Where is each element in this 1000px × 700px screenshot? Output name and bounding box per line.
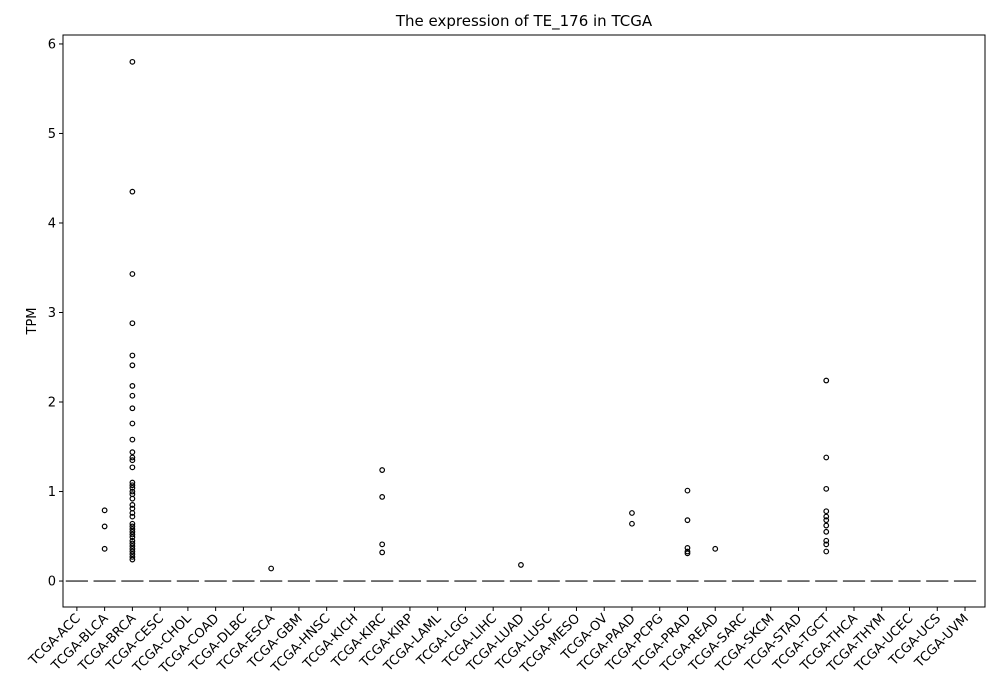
outlier-point-2-3 [129,320,136,327]
outlier-point-27-5 [823,517,830,524]
outlier-point-22-3 [684,548,691,555]
outlier-point-27-7 [823,528,830,535]
y-tick-label-1: 1 [48,485,56,500]
outlier-point-2-8 [129,405,136,412]
outlier-point-1-0 [101,507,108,514]
outlier-point-2-38 [129,556,136,563]
outlier-point-2-31 [129,537,136,544]
plot-frame [62,34,986,608]
outlier-point-2-14 [129,464,136,471]
outlier-point-2-1 [129,188,136,195]
outlier-point-2-26 [129,523,136,530]
outlier-point-2-0 [129,58,136,65]
outlier-point-20-1 [629,520,635,527]
outlier-point-22-4 [684,550,691,557]
y-tick-label-2: 2 [48,396,56,411]
outlier-point-2-24 [129,513,136,520]
outlier-point-27-4 [823,513,830,520]
outlier-point-2-2 [129,271,136,277]
outlier-point-2-21 [129,502,136,508]
outlier-point-11-0 [379,467,386,473]
outlier-point-20-0 [629,510,635,516]
outlier-point-11-1 [379,493,386,500]
outlier-point-2-4 [129,352,136,359]
outlier-point-2-17 [129,485,136,491]
y-tick-label-5: 5 [48,127,56,142]
outlier-point-2-34 [129,545,136,552]
outlier-point-2-28 [129,528,136,535]
outlier-point-22-1 [684,517,691,524]
y-tick-label-0: 0 [48,575,56,590]
outlier-point-2-7 [129,392,136,399]
outlier-point-2-20 [129,495,136,502]
outlier-point-23-0 [712,545,719,552]
outlier-point-11-3 [379,549,386,556]
outlier-point-2-6 [129,382,136,389]
outlier-point-2-5 [129,362,136,369]
outlier-point-27-6 [823,522,830,529]
outlier-point-2-27 [129,526,136,533]
outlier-point-1-2 [101,545,108,552]
outlier-point-2-30 [129,534,136,541]
y-tick-label-4: 4 [48,216,56,231]
outlier-point-27-8 [823,537,830,544]
plot-area: 0123456TCGA-ACCTCGA-BLCATCGA-BRCATCGA-CE… [26,37,977,677]
outlier-point-2-23 [129,510,136,516]
outlier-point-2-18 [129,488,136,495]
outlier-point-2-36 [129,551,136,558]
outlier-point-7-0 [268,565,275,572]
y-axis-label: TPM [25,308,40,336]
outlier-point-2-35 [129,548,136,555]
outlier-point-27-10 [823,548,830,555]
outlier-point-16-0 [518,562,524,568]
outlier-point-2-29 [129,531,136,538]
outlier-point-27-2 [823,485,830,492]
outlier-point-11-2 [379,541,386,548]
y-tick-label-3: 3 [48,306,56,321]
outlier-point-2-10 [129,436,136,443]
outlier-point-27-9 [823,541,830,548]
outlier-point-2-11 [129,449,136,456]
outlier-point-1-1 [101,523,108,530]
outlier-point-2-37 [129,553,136,560]
outlier-point-27-0 [823,377,830,384]
outlier-point-2-12 [129,454,136,461]
outlier-point-2-16 [129,482,136,489]
outlier-point-2-15 [129,479,136,486]
outlier-point-2-25 [129,520,136,527]
outlier-point-27-1 [823,454,830,461]
outlier-point-27-3 [823,508,830,515]
outlier-point-2-33 [129,543,136,550]
outlier-point-22-2 [684,545,691,551]
outlier-point-2-13 [129,457,136,464]
chart-title: The expression of TE_176 in TCGA [395,12,653,31]
outlier-point-2-32 [129,540,136,547]
y-tick-label-6: 6 [48,37,56,52]
outlier-point-2-9 [129,420,136,427]
outlier-point-22-0 [684,487,691,494]
